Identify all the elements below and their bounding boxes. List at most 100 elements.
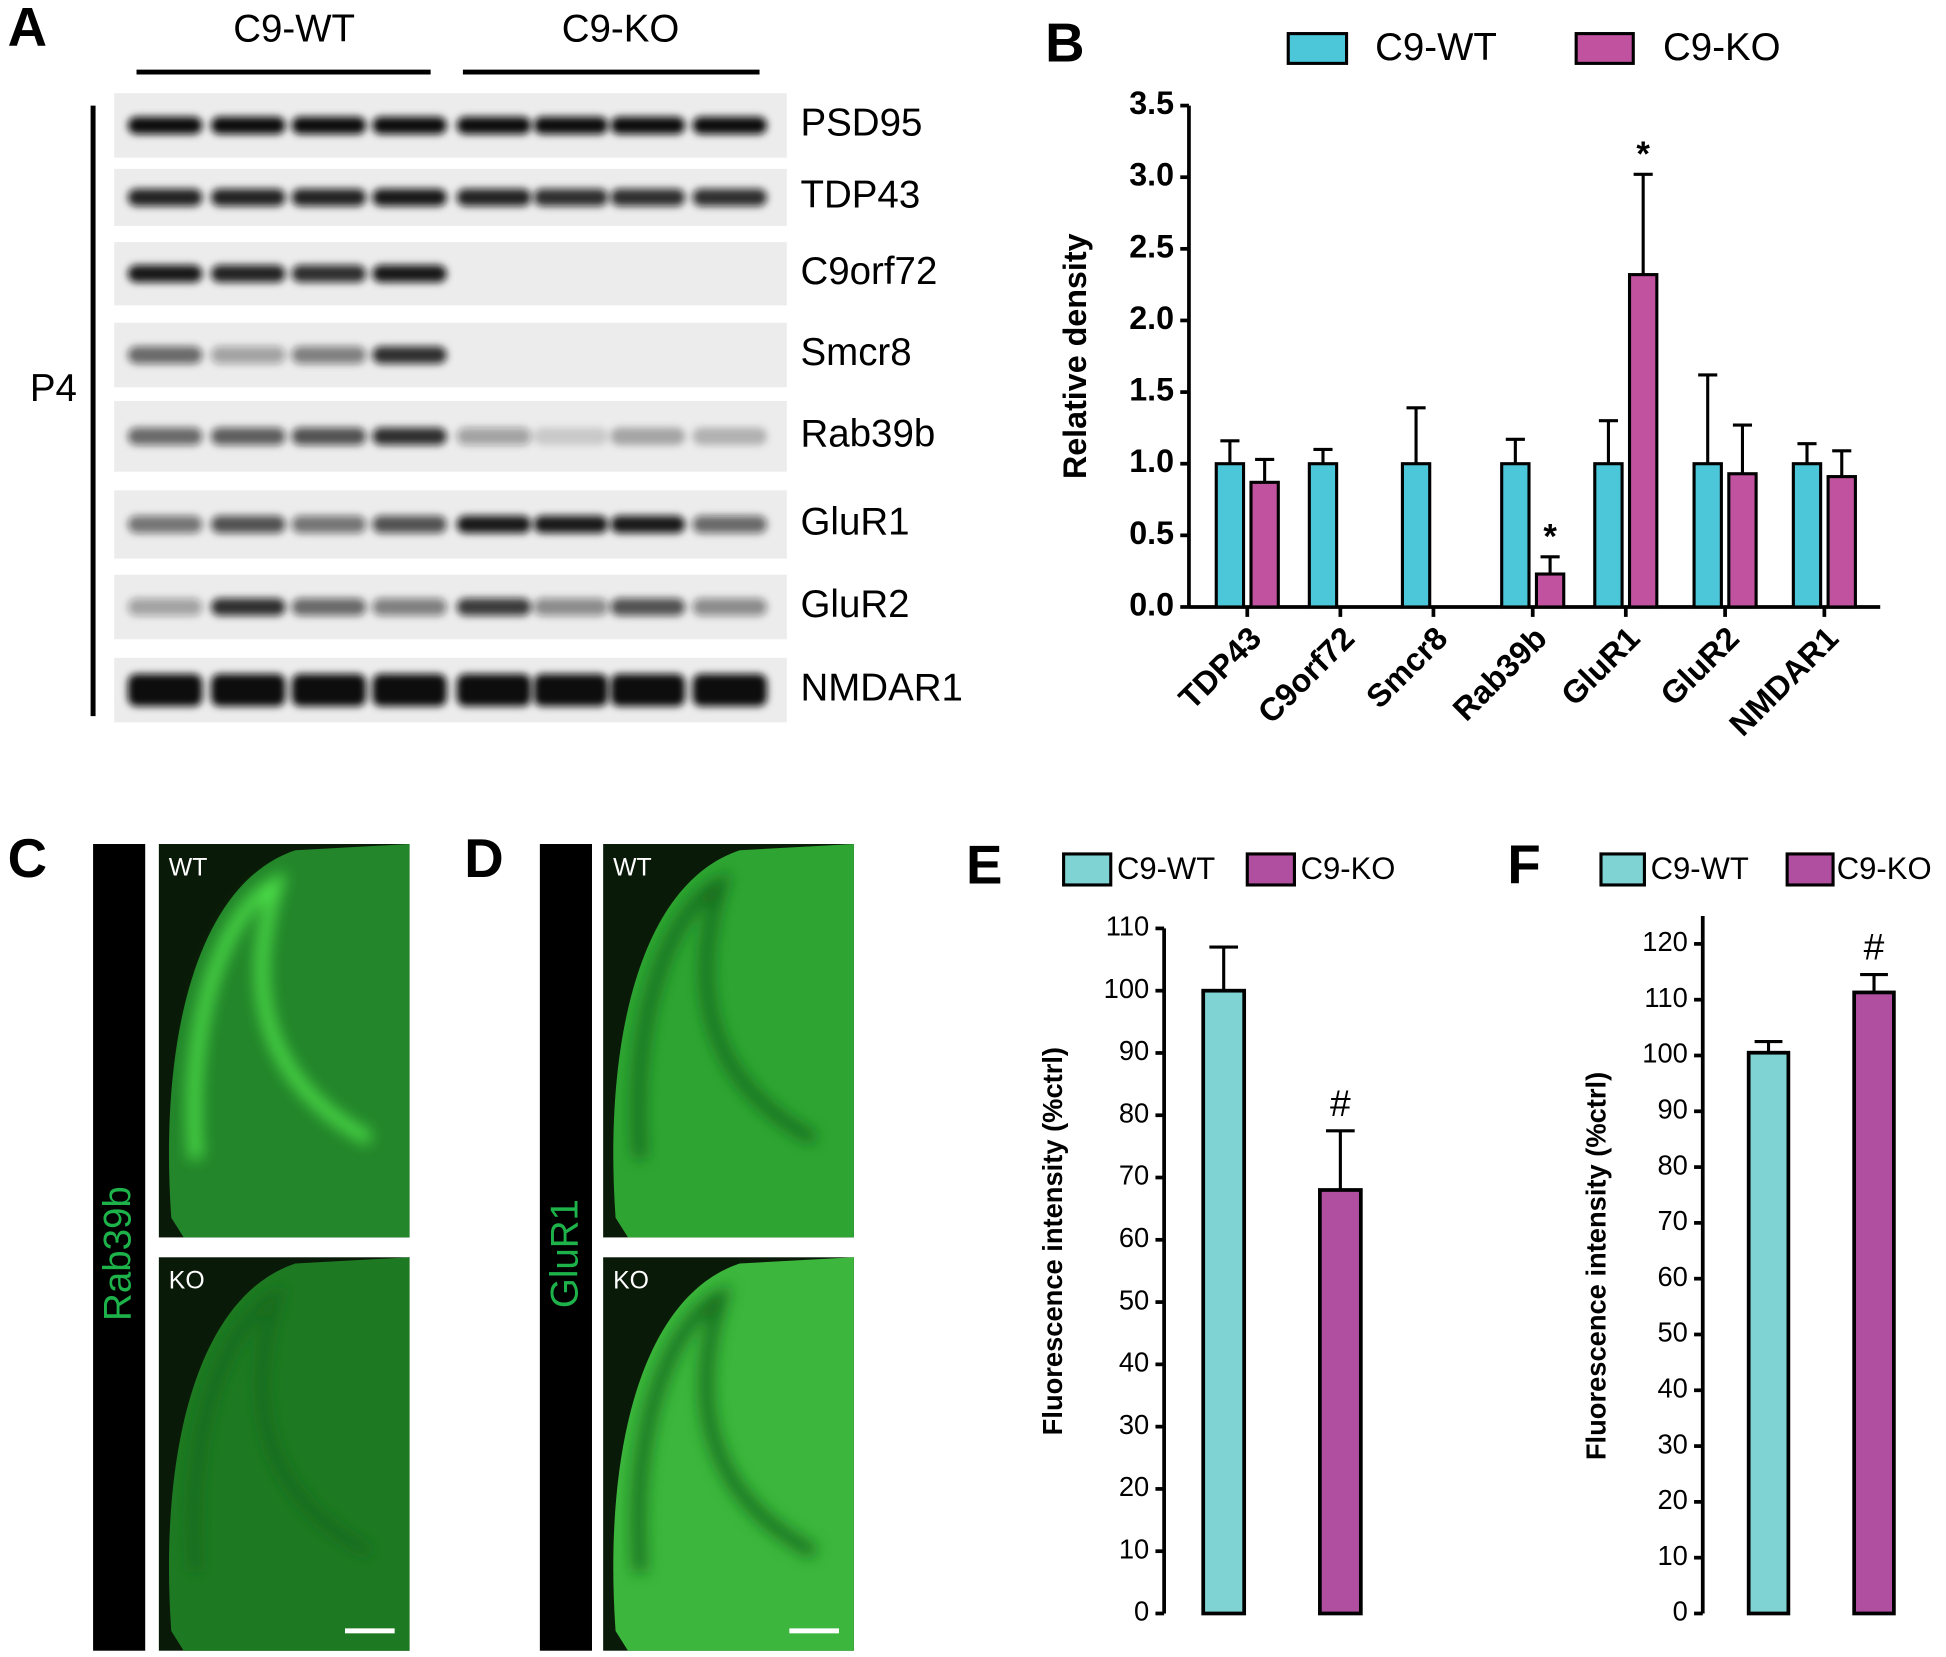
blot-band (610, 673, 686, 707)
panel-label: D (464, 828, 503, 889)
bar (1318, 1188, 1363, 1616)
blot-band (372, 346, 447, 364)
condition-label: KO (169, 1268, 205, 1295)
blot-band (610, 598, 686, 616)
legend-label: C9-WT (1375, 26, 1497, 69)
bar (1214, 462, 1246, 609)
blot-band (692, 515, 767, 534)
panel-label: F (1507, 834, 1540, 895)
bar (1627, 273, 1659, 609)
blot-band (533, 673, 609, 707)
protein-label: PSD95 (800, 102, 922, 145)
blot-band (372, 598, 447, 616)
legend-label: C9-WT (1651, 851, 1749, 886)
y-tick-label: 3.0 (1129, 157, 1174, 193)
y-tick-label: 30 (1657, 1428, 1687, 1459)
y-tick-label: 2.5 (1129, 228, 1174, 264)
stain-label: GluR1 (543, 1199, 586, 1308)
blot-band (127, 673, 203, 707)
legend-label: C9-KO (1837, 851, 1932, 886)
tissue-layer (187, 871, 373, 1160)
group-label: C9-WT (233, 7, 355, 50)
annotation: * (1636, 136, 1650, 174)
blot-band (610, 188, 686, 207)
y-tick-label: 80 (1119, 1097, 1149, 1128)
blot-band (372, 515, 447, 534)
blot-band (610, 116, 686, 135)
blot-band (127, 427, 203, 446)
y-axis-label: Relative density (1057, 233, 1093, 479)
y-tick-label: 50 (1657, 1317, 1687, 1348)
y-tick-label: 60 (1119, 1222, 1149, 1253)
annotation: # (1864, 926, 1885, 968)
blot-band (210, 188, 286, 207)
y-tick-label: 0.0 (1129, 586, 1174, 622)
y-tick-label: 0 (1134, 1596, 1149, 1627)
blot-band (291, 427, 367, 446)
legend-label: C9-KO (1301, 851, 1396, 886)
blot-band (291, 116, 367, 135)
blot-band (610, 515, 686, 534)
blot-band (291, 673, 367, 707)
blot-band (533, 116, 609, 135)
y-tick-label: 40 (1657, 1373, 1687, 1404)
panel-label: B (1045, 13, 1084, 74)
legend-swatch (1286, 32, 1349, 65)
x-tick-label: C9orf72 (1251, 620, 1361, 730)
blot-band (291, 265, 367, 283)
protein-label: NMDAR1 (800, 666, 962, 709)
blot-band (127, 188, 203, 207)
stain-label: Rab39b (97, 1186, 140, 1321)
blot-band (456, 427, 532, 446)
blot-band (456, 598, 532, 616)
protein-label: GluR2 (800, 583, 909, 626)
blot-band (692, 598, 767, 616)
y-tick-label: 20 (1657, 1484, 1687, 1515)
protein-label: Smcr8 (800, 331, 911, 374)
blot-band (610, 427, 686, 446)
blot-band (533, 598, 609, 616)
y-tick-label: 0.5 (1129, 515, 1174, 551)
y-tick-label: 60 (1657, 1261, 1687, 1292)
y-tick-label: 70 (1119, 1160, 1149, 1191)
annotation: # (1330, 1082, 1351, 1124)
blot-band (456, 673, 532, 707)
y-tick-label: 0 (1673, 1596, 1688, 1627)
x-tick-label: NMDAR1 (1722, 620, 1845, 743)
y-tick-label: 40 (1119, 1347, 1149, 1378)
protein-label: C9orf72 (800, 250, 937, 293)
blot-band (372, 265, 447, 283)
legend-swatch (1245, 852, 1296, 887)
y-tick-label: 2.0 (1129, 300, 1174, 336)
bar (1400, 462, 1432, 609)
blot-band (372, 673, 447, 707)
blot-band (210, 515, 286, 534)
blot-band (692, 427, 767, 446)
legend-label: C9-WT (1117, 851, 1215, 886)
y-axis-label: Fluorescence intensity (%ctrl) (1037, 1047, 1068, 1435)
bar (1746, 1050, 1791, 1616)
blot-band (210, 265, 286, 283)
y-tick-label: 3.5 (1129, 85, 1174, 121)
tissue-layer (632, 871, 818, 1160)
blot-band (127, 116, 203, 135)
y-tick-label: 120 (1642, 926, 1688, 957)
tissue-layer (187, 1285, 373, 1573)
y-tick-label: 30 (1119, 1409, 1149, 1440)
legend-swatch (1785, 852, 1835, 887)
x-tick-label: GluR1 (1554, 620, 1647, 713)
stain-bar (93, 844, 146, 1651)
blot-band (127, 346, 203, 364)
y-tick-label: 10 (1657, 1540, 1687, 1571)
annotation: * (1543, 519, 1557, 557)
y-tick-label: 90 (1119, 1035, 1149, 1066)
blot-band (291, 346, 367, 364)
y-tick-label: 70 (1657, 1205, 1687, 1236)
blot-band (127, 515, 203, 534)
blot-band (692, 116, 767, 135)
y-tick-label: 10 (1119, 1533, 1149, 1564)
group-label: C9-KO (562, 7, 680, 50)
blot-band (372, 427, 447, 446)
timepoint-label: P4 (30, 367, 77, 410)
